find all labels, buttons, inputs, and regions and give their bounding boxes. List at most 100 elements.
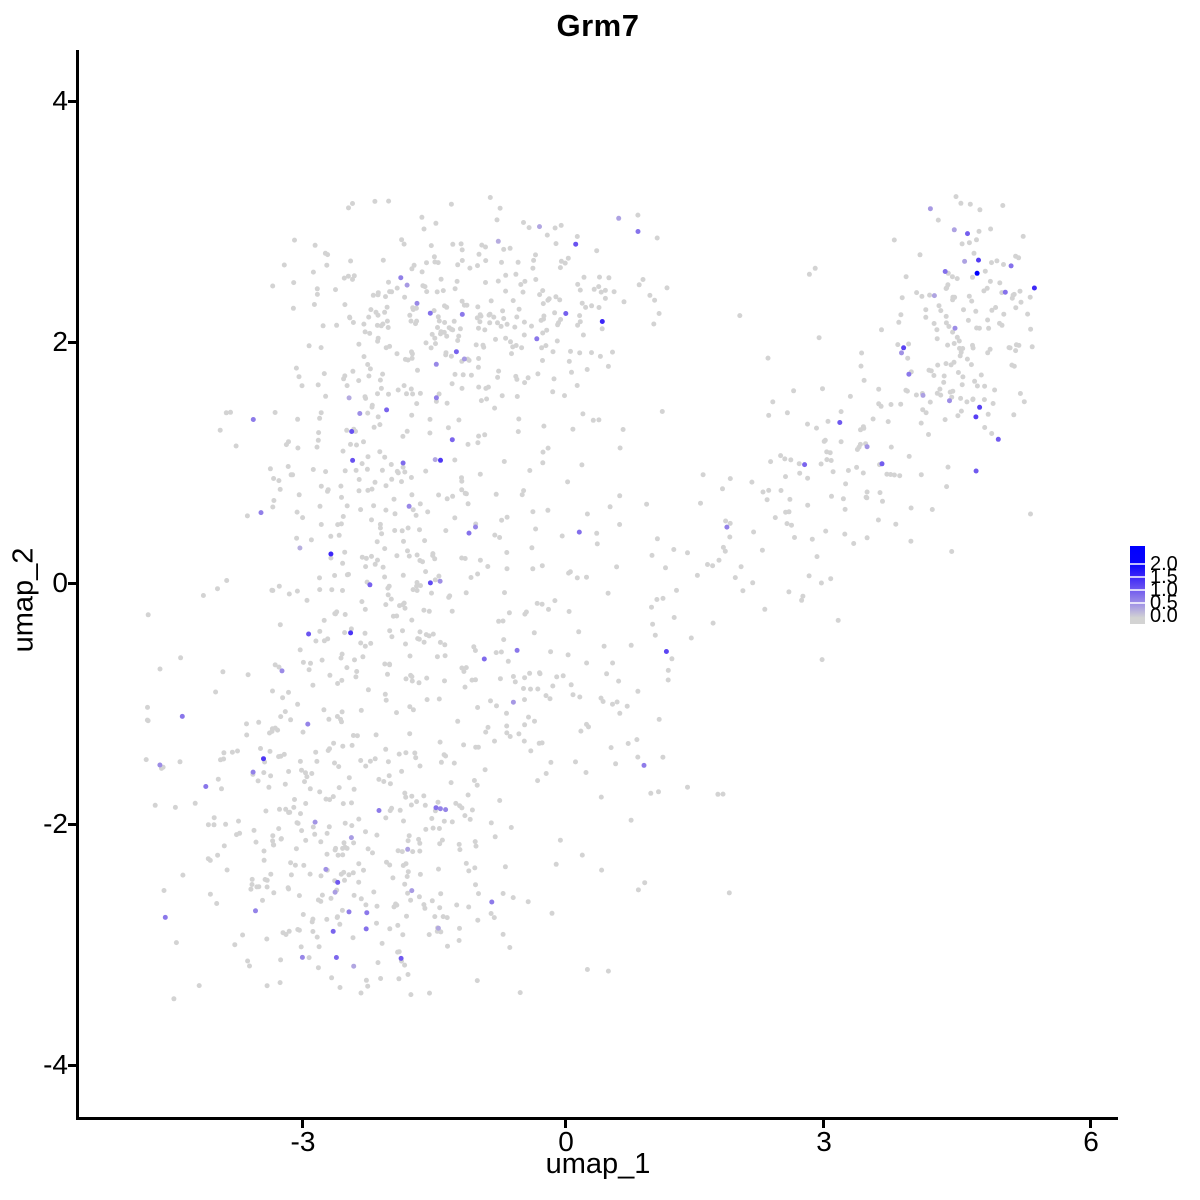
data-point: [990, 401, 996, 406]
data-point: [444, 400, 450, 406]
data-point: [534, 336, 540, 342]
data-point: [384, 407, 390, 413]
data-point: [221, 750, 227, 756]
data-point: [982, 383, 988, 389]
data-point: [315, 965, 321, 971]
data-point: [590, 417, 596, 423]
data-point: [326, 716, 332, 722]
data-point: [583, 770, 589, 775]
data-point: [342, 468, 348, 474]
data-point: [966, 240, 972, 246]
data-point: [385, 592, 391, 598]
data-point: [369, 402, 375, 408]
data-point: [985, 411, 991, 417]
data-point: [457, 803, 463, 809]
data-point: [396, 751, 402, 757]
data-point: [823, 528, 829, 534]
data-point: [403, 794, 409, 800]
data-point: [543, 693, 549, 699]
data-point: [982, 425, 988, 430]
data-point: [818, 580, 824, 586]
x-tick-mark: [564, 1120, 567, 1128]
data-point: [344, 503, 350, 509]
data-point: [521, 686, 526, 691]
data-point: [359, 599, 365, 605]
data-point: [628, 642, 634, 648]
data-point: [551, 376, 557, 382]
y-tick-mark: [68, 1064, 76, 1067]
data-point: [341, 275, 347, 281]
data-point: [789, 522, 794, 528]
data-point: [438, 759, 444, 765]
data-point: [487, 320, 493, 326]
data-point: [594, 541, 600, 547]
data-point: [967, 201, 973, 207]
data-point: [598, 289, 604, 295]
data-point: [267, 748, 273, 754]
data-point: [513, 343, 519, 348]
data-point: [407, 704, 413, 710]
data-point: [400, 460, 406, 466]
data-point: [599, 319, 605, 324]
data-point: [488, 911, 494, 916]
data-point: [448, 353, 454, 359]
data-point: [792, 535, 797, 540]
data-point: [473, 342, 479, 348]
data-point: [416, 680, 422, 686]
data-point: [344, 845, 350, 851]
data-point: [378, 385, 384, 391]
data-point: [363, 829, 368, 835]
data-point: [372, 561, 378, 567]
data-point: [608, 745, 614, 751]
data-point: [483, 729, 489, 735]
data-point: [375, 960, 381, 966]
data-point: [399, 849, 405, 855]
data-point: [270, 838, 276, 844]
data-point: [518, 282, 524, 287]
data-point: [280, 930, 286, 936]
data-point: [414, 799, 420, 805]
data-point: [223, 410, 229, 416]
data-point: [282, 709, 288, 715]
data-point: [294, 588, 300, 594]
data-point: [261, 756, 266, 762]
data-point: [417, 501, 423, 507]
data-point: [385, 671, 390, 677]
data-point: [303, 801, 309, 806]
data-point: [978, 372, 984, 378]
data-point: [413, 305, 419, 311]
data-point: [276, 826, 282, 832]
data-point: [405, 890, 411, 896]
data-point: [292, 797, 297, 802]
data-point: [316, 944, 322, 950]
data-point: [533, 277, 539, 282]
data-point: [313, 638, 319, 644]
data-point: [931, 373, 937, 378]
data-point: [377, 521, 383, 527]
data-point: [337, 921, 343, 927]
data-point: [336, 532, 342, 538]
data-point: [344, 572, 350, 578]
data-point: [228, 409, 233, 415]
data-point: [510, 699, 516, 705]
data-point: [997, 280, 1003, 286]
data-point: [759, 547, 765, 553]
data-point: [553, 294, 559, 300]
data-point: [247, 963, 252, 969]
data-point: [610, 660, 616, 666]
data-point: [607, 504, 613, 510]
data-point: [500, 891, 506, 896]
data-point: [562, 260, 568, 266]
data-point: [504, 723, 510, 729]
data-point: [377, 422, 383, 428]
data-point: [507, 245, 513, 251]
data-point: [888, 402, 894, 407]
data-point: [325, 636, 331, 642]
data-point: [403, 641, 408, 647]
data-point: [400, 572, 406, 578]
data-point: [145, 612, 151, 618]
data-point: [898, 401, 904, 407]
data-point: [504, 710, 509, 716]
data-point: [270, 833, 276, 839]
data-point: [326, 824, 332, 830]
